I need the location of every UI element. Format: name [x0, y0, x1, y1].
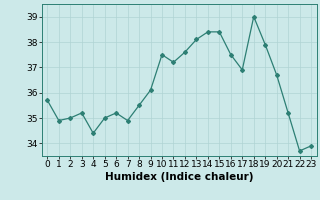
X-axis label: Humidex (Indice chaleur): Humidex (Indice chaleur) — [105, 172, 253, 182]
